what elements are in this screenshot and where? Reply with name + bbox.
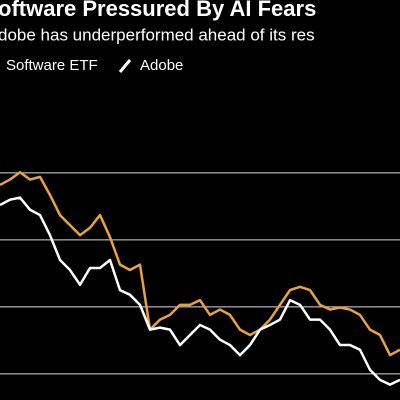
series-line <box>0 170 400 357</box>
legend-marker <box>118 59 132 73</box>
legend-label: Adobe <box>140 57 183 74</box>
legend-label: Software ETF <box>6 57 98 74</box>
series-line <box>0 196 400 386</box>
chart-subtitle: dobe has underperformed ahead of its res <box>0 25 315 44</box>
chart-title: oftware Pressured By AI Fears <box>0 0 316 21</box>
